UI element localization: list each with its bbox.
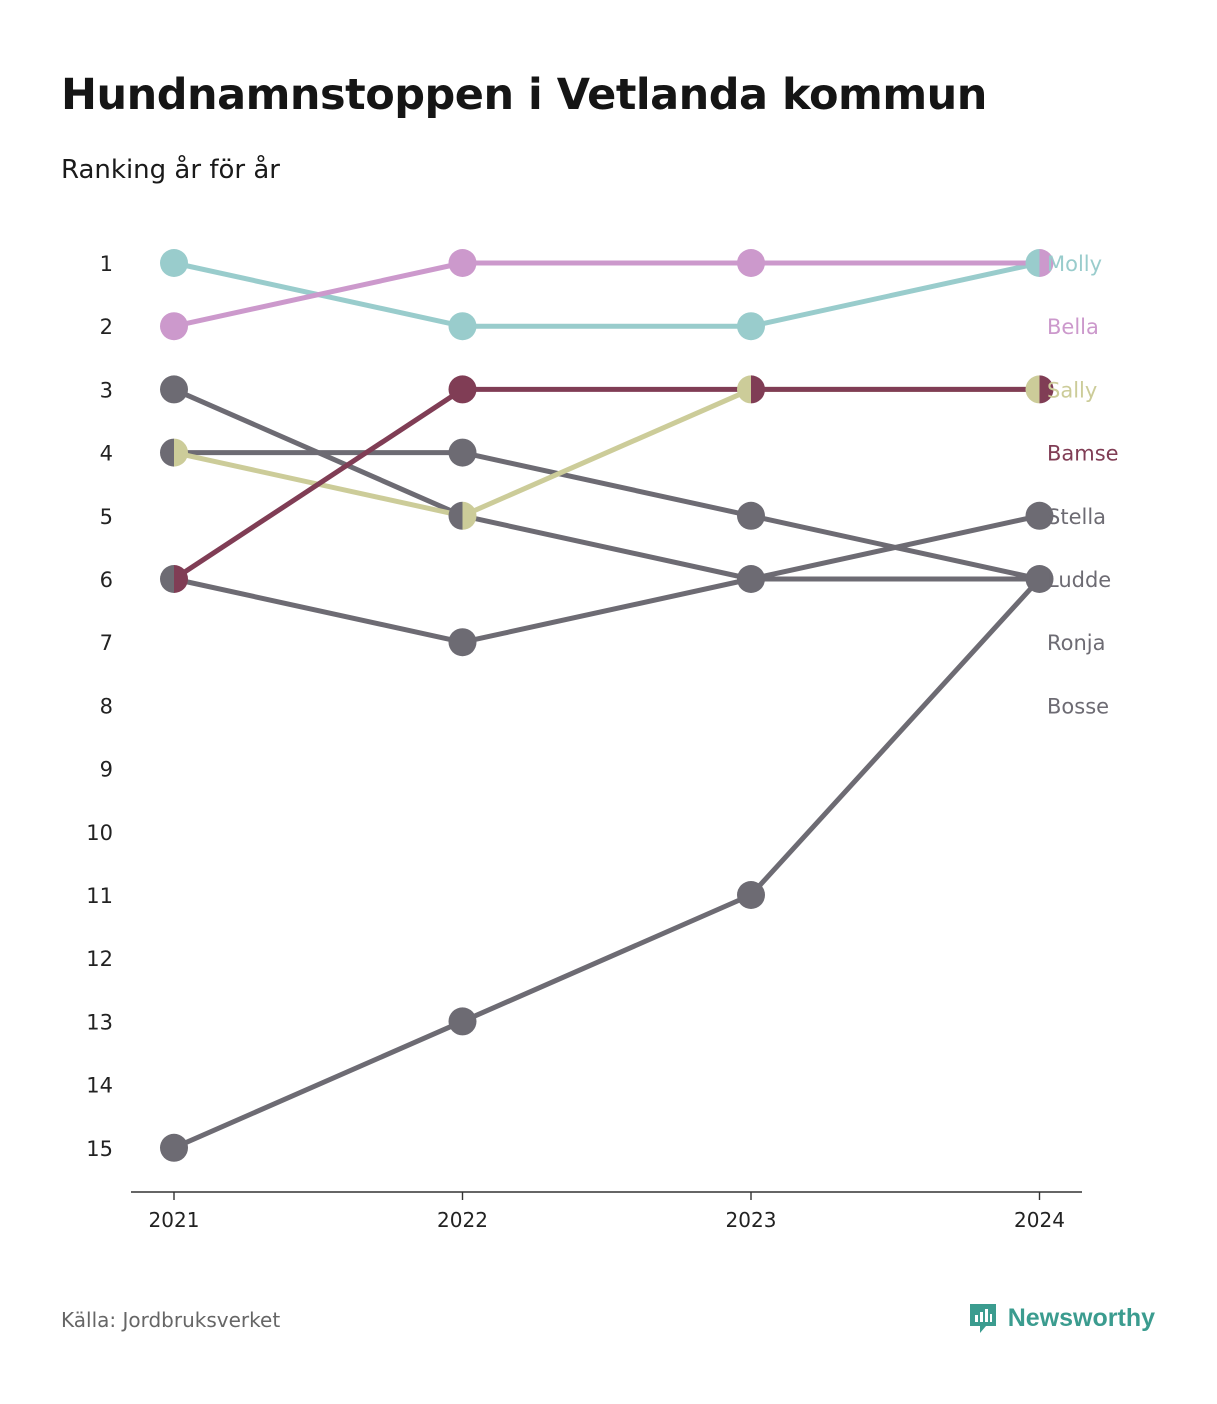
- data-point: [1025, 565, 1054, 593]
- data-point-half: [174, 438, 188, 467]
- data-point-half: [448, 501, 463, 530]
- data-point: [737, 881, 765, 909]
- series-label-bamse: Bamse: [1047, 442, 1119, 466]
- data-point: [448, 628, 477, 657]
- y-tick-label: 4: [100, 442, 113, 466]
- series-line-ronja: [171, 386, 1042, 582]
- data-point-half: [1039, 249, 1054, 277]
- y-tick-label: 6: [100, 568, 113, 592]
- y-tick-label: 8: [100, 694, 113, 718]
- y-tick-label: 9: [100, 758, 113, 782]
- data-point: [448, 312, 477, 341]
- data-point: [448, 1007, 477, 1036]
- y-tick-label: 2: [100, 315, 113, 339]
- series-line-ludde: [171, 450, 1042, 582]
- series-label-bella: Bella: [1047, 315, 1099, 339]
- data-point: [737, 501, 765, 530]
- data-point: [737, 312, 765, 341]
- data-point-half: [1025, 375, 1040, 404]
- data-point-half: [462, 501, 477, 530]
- data-point: [737, 565, 765, 593]
- data-point-half: [737, 375, 751, 404]
- y-tick-label: 14: [86, 1074, 113, 1098]
- series-line-stella: [171, 576, 1042, 1151]
- data-point-half: [1039, 375, 1054, 404]
- data-point-half: [174, 565, 188, 593]
- series-line-bella: [171, 260, 1042, 329]
- data-point: [1025, 501, 1054, 530]
- x-tick-label: 2022: [437, 1208, 488, 1232]
- data-point: [448, 438, 477, 467]
- y-tick-label: 13: [86, 1010, 113, 1034]
- series-label-stella: Stella: [1047, 505, 1106, 529]
- data-point-half: [160, 565, 174, 593]
- x-tick-label: 2024: [1014, 1208, 1065, 1232]
- series-label-molly: Molly: [1047, 252, 1102, 276]
- newsworthy-logo-icon: [969, 1304, 996, 1333]
- brand-name: Newsworthy: [1007, 1303, 1155, 1332]
- data-point: [448, 375, 477, 404]
- data-point: [160, 312, 188, 341]
- x-tick-label: 2023: [726, 1208, 777, 1232]
- series-label-ronja: Ronja: [1047, 631, 1106, 655]
- series-line-bamse: [171, 386, 1042, 582]
- y-tick-label: 15: [86, 1137, 113, 1161]
- data-point: [160, 375, 188, 404]
- series-label-bosse: Bosse: [1047, 694, 1109, 718]
- series-line-bosse: [171, 513, 1042, 645]
- y-tick-label: 11: [86, 884, 113, 908]
- series-lines: [171, 260, 1042, 1151]
- data-point-half: [160, 438, 174, 467]
- y-tick-label: 5: [100, 505, 113, 529]
- y-tick-label: 10: [86, 821, 113, 845]
- data-point: [448, 249, 477, 277]
- series-points: [160, 249, 1054, 1162]
- data-point-half: [751, 375, 766, 404]
- data-point-half: [1025, 249, 1040, 277]
- brand-logo[interactable]: Newsworthy: [968, 1302, 1155, 1334]
- data-point: [737, 249, 765, 277]
- y-tick-label: 1: [100, 252, 113, 276]
- y-tick-label: 3: [100, 378, 113, 402]
- x-tick-label: 2021: [149, 1208, 200, 1232]
- chart-title: Hundnamnstoppen i Vetlanda kommun: [61, 70, 987, 120]
- series-label-ludde: Ludde: [1047, 568, 1111, 592]
- y-tick-label: 7: [100, 631, 113, 655]
- chart-subtitle: Ranking år för år: [61, 155, 280, 185]
- data-point: [160, 249, 188, 277]
- data-point: [160, 1133, 188, 1162]
- series-label-sally: Sally: [1047, 378, 1097, 402]
- source-note: Källa: Jordbruksverket: [61, 1308, 281, 1332]
- y-tick-label: 12: [86, 947, 113, 971]
- series-line-molly: [171, 260, 1042, 329]
